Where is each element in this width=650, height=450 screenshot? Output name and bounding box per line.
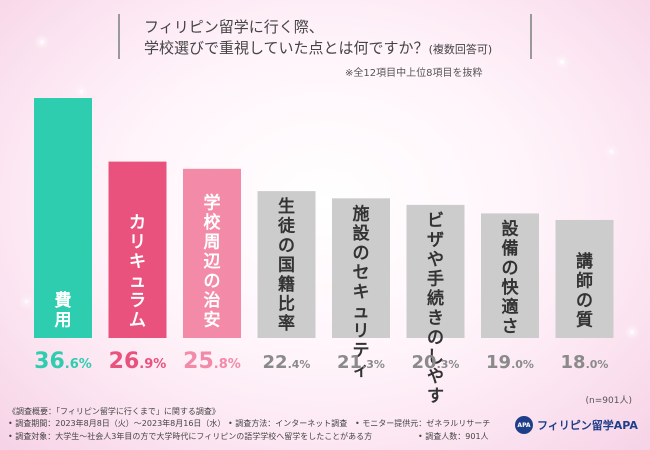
- category-label-3: 学校周辺の治安: [204, 193, 222, 331]
- value-label-1: 36.6%: [34, 349, 92, 374]
- category-label-7: 設備の快適さ: [502, 218, 520, 337]
- category-label-8: 講師の質: [576, 251, 593, 331]
- footer-monitor-provider: • モニター提供元：ゼネラルリサーチ: [355, 419, 491, 428]
- brand-logo-icon: APA: [515, 416, 533, 434]
- value-label-7: 19.0%: [486, 352, 534, 373]
- title-box: フィリピン留学に行く際、 学校選びで重視していた点とは何ですか？(複数回答可): [118, 14, 532, 59]
- value-label-5: 21.3%: [337, 352, 385, 373]
- category-label-5: 施設のセキュリティ: [353, 203, 371, 380]
- value-label-4: 22.4%: [263, 352, 311, 373]
- chart-title-multiple-answers: (複数回答可): [428, 43, 493, 56]
- sample-size-note: (n=901人): [585, 396, 632, 406]
- category-label-4: 生徒の国籍比率: [277, 196, 296, 334]
- footer-survey-period: • 調査期間：2023年8月8日（火）～2023年8月16日（水）: [8, 419, 226, 428]
- subtitle-note: ※全12項目中上位8項目を抜粋: [345, 68, 483, 79]
- category-label-1: 費用: [55, 290, 72, 331]
- value-label-6: 20.3%: [412, 352, 460, 373]
- bar-2: [108, 161, 167, 338]
- bar-6: [406, 204, 465, 338]
- chart-title-line1: フィリピン留学に行く際、: [144, 18, 324, 36]
- bar-1: [34, 98, 92, 338]
- chart-title-line2: 学校選びで重視していた点とは何ですか？(複数回答可): [144, 37, 492, 58]
- bar-8: [555, 219, 614, 338]
- survey-footer: 《調査概要：「フィリピン留学に行くまで」に関する調査》 • 調査期間：2023年…: [0, 404, 650, 450]
- chart-title-main: 学校選びで重視していた点とは何ですか？: [144, 39, 429, 57]
- bar-3: [183, 168, 241, 338]
- brand-name: フィリピン留学APA: [537, 419, 638, 432]
- value-label-3: 25.8%: [183, 349, 241, 374]
- bar-5: [332, 198, 390, 338]
- category-label-2: カリキュラム: [129, 213, 146, 331]
- footer-survey-count: • 調査人数：901人: [418, 432, 489, 441]
- value-label-8: 18.0%: [561, 352, 609, 373]
- footer-survey-method: • 調査方法：インターネット調査: [228, 419, 348, 428]
- value-label-2: 26.9%: [109, 349, 167, 374]
- category-label-6: ビザや手続きのしやすさ: [427, 211, 444, 404]
- brand: APA フィリピン留学APA: [515, 416, 638, 434]
- bar-chart: 費用 36.6% カリキュラム 26.9% 学校周辺の治安 25.8% 生徒の国籍比率 22.…: [34, 98, 614, 404]
- bar-4: [257, 191, 316, 338]
- footer-survey-target: • 調査対象：大学生～社会人3年目の方で大学時代にフィリピンの語学学校へ留学をし…: [8, 432, 373, 441]
- footer-survey-title: 《調査概要：「フィリピン留学に行くまで」に関する調査》: [8, 407, 220, 416]
- bar-7: [481, 213, 539, 338]
